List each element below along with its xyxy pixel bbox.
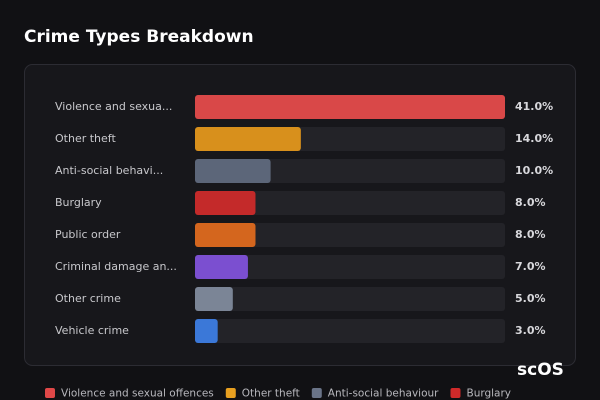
value-label: 10.0% xyxy=(515,164,553,177)
value-label: 5.0% xyxy=(515,292,546,305)
bar xyxy=(195,255,248,279)
value-label: 3.0% xyxy=(515,324,546,337)
bar xyxy=(195,95,505,119)
legend-label: Burglary xyxy=(466,388,511,400)
value-label: 8.0% xyxy=(515,228,546,241)
bar xyxy=(195,287,233,311)
legend-label: Anti-social behaviour xyxy=(328,388,439,400)
bar xyxy=(195,191,256,215)
bar-track xyxy=(195,223,505,247)
bar xyxy=(195,319,218,343)
legend-swatch xyxy=(450,388,461,398)
legend-swatch xyxy=(311,388,322,398)
category-label: Other theft xyxy=(55,132,116,145)
category-label: Vehicle crime xyxy=(55,324,129,337)
value-label: 41.0% xyxy=(515,100,553,113)
category-label: Anti-social behavi... xyxy=(55,164,163,177)
bar-track xyxy=(195,319,505,343)
legend-label: Other theft xyxy=(242,388,300,400)
watermark: scOS xyxy=(517,360,564,380)
legend-swatch xyxy=(225,388,236,398)
bar xyxy=(195,127,301,151)
category-label: Public order xyxy=(55,228,121,241)
value-label: 7.0% xyxy=(515,260,546,273)
bar xyxy=(195,223,256,247)
bar-track xyxy=(195,287,505,311)
bar xyxy=(195,159,271,183)
chart-title: Crime Types Breakdown xyxy=(24,27,254,47)
category-label: Criminal damage an... xyxy=(55,260,177,273)
legend-swatch xyxy=(45,388,55,398)
value-label: 8.0% xyxy=(515,196,546,209)
category-label: Burglary xyxy=(55,196,102,209)
bar-track xyxy=(195,191,505,215)
bar-track xyxy=(195,255,505,279)
category-label: Violence and sexua... xyxy=(55,100,172,113)
bar-track xyxy=(195,159,505,183)
legend-label: Violence and sexual offences xyxy=(61,388,214,400)
value-label: 14.0% xyxy=(515,132,553,145)
category-label: Other crime xyxy=(55,292,121,305)
